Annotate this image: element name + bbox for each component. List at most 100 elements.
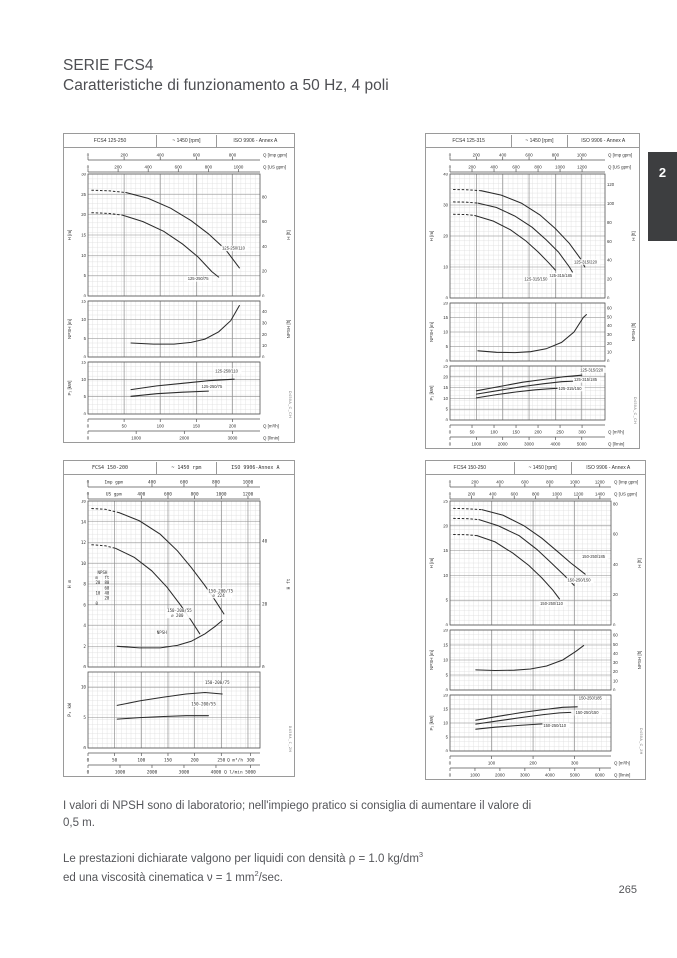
svg-text:Q [m³/h]: Q [m³/h] — [263, 424, 279, 429]
svg-text:H [m]: H [m] — [429, 558, 434, 569]
pump-speed: ~ 1450 [rpm] — [511, 135, 566, 147]
svg-text:1200: 1200 — [243, 492, 254, 498]
pump-curve — [475, 374, 583, 392]
svg-text:10: 10 — [443, 658, 448, 663]
svg-text:16: 16 — [81, 500, 87, 505]
pump-curve — [114, 547, 201, 635]
svg-text:150-200/55: 150-200/55 — [167, 608, 192, 613]
svg-text:200: 200 — [468, 165, 476, 170]
svg-text:200: 200 — [529, 761, 537, 766]
svg-text:50: 50 — [613, 642, 618, 647]
svg-text:15: 15 — [443, 707, 448, 712]
svg-text:250: 250 — [556, 430, 564, 435]
svg-text:Q [US gpm]: Q [US gpm] — [614, 492, 637, 497]
svg-text:10: 10 — [81, 253, 86, 258]
svg-text:3000: 3000 — [520, 773, 530, 778]
pump-curve — [116, 715, 209, 720]
svg-text:10: 10 — [443, 330, 448, 335]
svg-text:120: 120 — [607, 182, 615, 187]
pump-model: FCS4 125-250 — [93, 138, 127, 144]
svg-text:H ft: H ft — [286, 578, 292, 589]
svg-text:5: 5 — [446, 735, 449, 740]
svg-text:NPSH: NPSH — [157, 630, 167, 635]
chart-section: 15 10 5 0 P₂ [kW] 125-250/110 125-250/75 — [67, 361, 261, 416]
svg-text:50: 50 — [122, 424, 127, 429]
pump-curve — [116, 691, 223, 706]
viscosity-note-text: ed una viscosità cinematica ν = 1 mm — [63, 871, 255, 884]
svg-text:H [ft]: H [ft] — [286, 230, 291, 240]
pump-curve — [474, 214, 556, 271]
svg-text:15: 15 — [443, 385, 448, 390]
svg-text:20: 20 — [443, 629, 448, 633]
svg-text:20: 20 — [613, 669, 618, 674]
svg-text:40: 40 — [262, 244, 267, 249]
svg-text:600: 600 — [511, 492, 519, 497]
svg-text:NPSH [ft]: NPSH [ft] — [286, 320, 291, 339]
svg-text:40: 40 — [607, 323, 612, 328]
svg-text:20: 20 — [262, 601, 268, 607]
svg-text:4000: 4000 — [211, 770, 222, 776]
svg-text:15: 15 — [443, 643, 448, 648]
svg-text:0: 0 — [446, 296, 449, 300]
svg-text:0: 0 — [449, 773, 452, 778]
svg-text:125-250/110: 125-250/110 — [222, 246, 245, 251]
svg-text:2000: 2000 — [495, 773, 505, 778]
chart-section: 10 5 0 P₂ kW 150-200/75 150-200/55 — [67, 671, 261, 749]
svg-text:30: 30 — [443, 203, 448, 208]
svg-text:0: 0 — [262, 665, 265, 669]
svg-text:200: 200 — [534, 430, 542, 435]
svg-text:25: 25 — [443, 500, 448, 504]
test-standard: ISO 9906 - Annex A — [566, 135, 639, 147]
svg-text:125-315/220: 125-315/220 — [580, 367, 604, 372]
svg-text:25: 25 — [443, 365, 448, 369]
chart-header: FCS4 150-250 ~ 1450 [rpm] ISO 9906 - Ann… — [426, 462, 645, 475]
svg-text:ft: ft — [104, 575, 109, 580]
svg-text:Q l/min: Q l/min — [224, 770, 243, 776]
pump-curve — [475, 387, 563, 399]
svg-text:4000: 4000 — [551, 442, 561, 447]
pump-model: FCS4 150-250 — [453, 465, 487, 471]
svg-text:0: 0 — [449, 430, 452, 435]
svg-text:6: 6 — [83, 602, 86, 608]
svg-text:60: 60 — [104, 585, 109, 590]
svg-text:Imp gpm: Imp gpm — [105, 480, 124, 486]
pump-curve-dashed — [453, 507, 483, 511]
svg-text:0: 0 — [87, 758, 90, 764]
svg-text:14: 14 — [81, 519, 87, 525]
svg-text:80: 80 — [262, 194, 267, 199]
svg-text:0: 0 — [84, 412, 87, 416]
svg-text:5: 5 — [84, 394, 87, 399]
svg-text:H [ft]: H [ft] — [631, 231, 636, 241]
chart-section: 30 25 20 15 10 5 0 80 60 40 20 0 H [m] H [ft] 125-250/… — [67, 173, 291, 297]
svg-text:15: 15 — [81, 233, 86, 238]
svg-text:30: 30 — [262, 320, 267, 325]
svg-text:P₂ [kW]: P₂ [kW] — [429, 386, 434, 401]
svg-text:1000: 1000 — [216, 492, 227, 498]
svg-text:0: 0 — [449, 165, 452, 170]
svg-text:20: 20 — [607, 341, 612, 346]
svg-text:400: 400 — [489, 492, 497, 497]
pump-curve — [475, 645, 585, 672]
svg-text:800: 800 — [532, 492, 540, 497]
pump-speed: ~ 1450 rpm — [156, 462, 216, 474]
svg-text:Q [m³/h]: Q [m³/h] — [614, 761, 630, 766]
svg-text:NPSH [m]: NPSH [m] — [67, 319, 72, 339]
svg-text:30: 30 — [81, 173, 86, 177]
svg-text:P₂ [kW]: P₂ [kW] — [67, 381, 72, 396]
svg-text:0: 0 — [449, 153, 452, 158]
svg-text:NPSH [ft]: NPSH [ft] — [637, 651, 642, 670]
svg-text:0: 0 — [449, 492, 452, 497]
pump-curve-dashed — [453, 534, 478, 537]
svg-text:200: 200 — [120, 153, 128, 158]
x-axis-row: 0 200 400 600 800 Q [Imp gpm] — [87, 153, 287, 161]
svg-text:1000: 1000 — [471, 442, 481, 447]
page-title: SERIE FCS4 Caratteristiche di funzioname… — [63, 56, 389, 96]
svg-text:Q [Imp gpm]: Q [Imp gpm] — [614, 480, 638, 485]
svg-text:600: 600 — [175, 165, 183, 170]
x-axis-row: 0 50 100 150 200 Q [m³/h] — [87, 418, 279, 429]
svg-text:3000: 3000 — [524, 442, 534, 447]
